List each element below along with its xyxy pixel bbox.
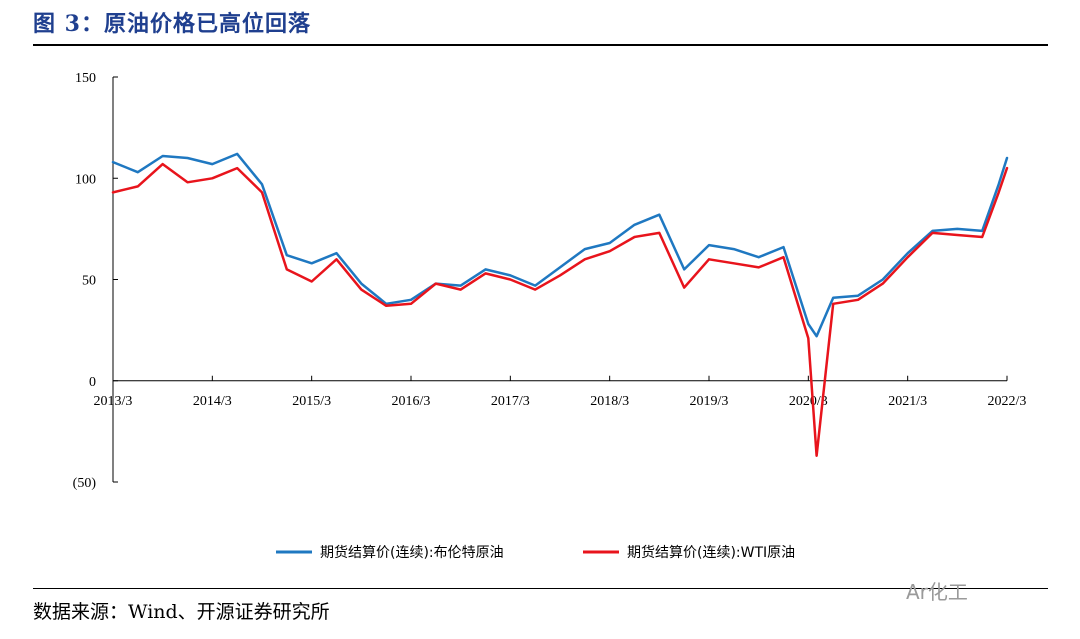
y-tick-label: 50 (82, 274, 96, 289)
series-line-brent (111, 152, 1009, 338)
title-rule (33, 44, 1048, 46)
x-tick-label: 2016/3 (392, 394, 431, 409)
source-rule (33, 588, 1048, 589)
y-tick-label: 150 (75, 71, 96, 86)
axes: 150 100 50 0 (50) 2013/3 2014/3 2015/3 2016/3 201… (73, 71, 1027, 491)
y-tick-label: 0 (89, 375, 96, 390)
watermark: Ar化工 (906, 580, 968, 604)
x-tick-label: 2022/3 (988, 394, 1027, 409)
x-tick-label: 2014/3 (193, 394, 232, 409)
line-chart: 150 100 50 0 (50) 2013/3 2014/3 2015/3 2016/3 201… (73, 71, 1027, 561)
x-tick-label: 2020/3 (789, 394, 828, 409)
x-tick-label: 2019/3 (690, 394, 729, 409)
x-tick-label: 2018/3 (590, 394, 629, 409)
x-tick-label: 2015/3 (292, 394, 331, 409)
figure-title: 图 3：原油价格已高位回落 (33, 11, 311, 37)
series-line-wti (111, 162, 1009, 457)
x-tick-label: 2017/3 (491, 394, 530, 409)
legend: 期货结算价(连续):布伦特原油 期货结算价(连续):WTI原油 (276, 544, 795, 561)
y-tick-label: (50) (73, 476, 97, 491)
legend-label-wti: 期货结算价(连续):WTI原油 (627, 544, 795, 561)
x-tick-label: 2021/3 (888, 394, 927, 409)
series-layer (111, 152, 1009, 457)
legend-label-brent: 期货结算价(连续):布伦特原油 (320, 544, 504, 561)
x-tick-label: 2013/3 (94, 394, 133, 409)
y-tick-label: 100 (75, 172, 96, 187)
source-note: 数据来源：Wind、开源证券研究所 (33, 601, 330, 623)
